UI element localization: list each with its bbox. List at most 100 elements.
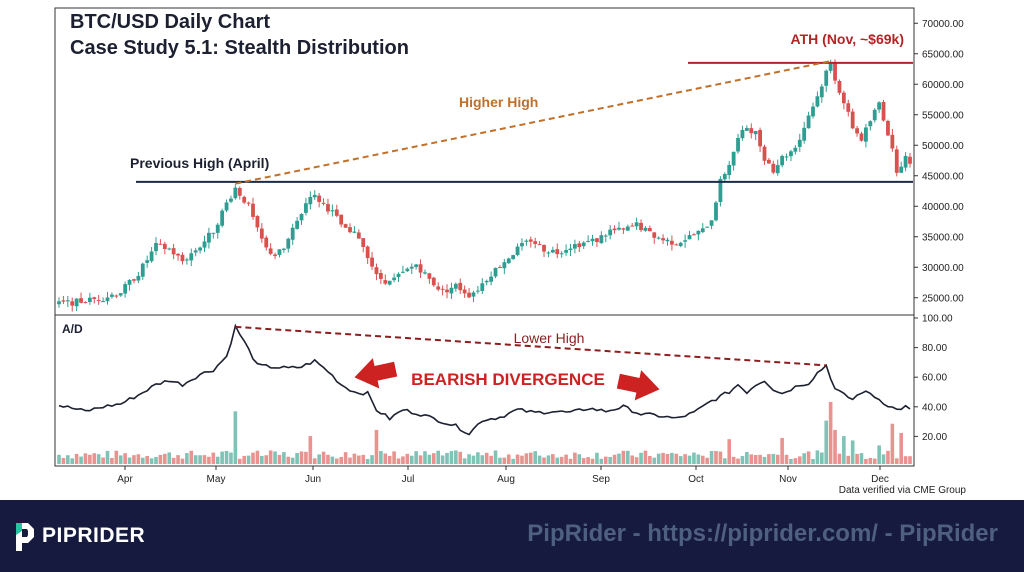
price-candle — [868, 121, 873, 127]
volume-bar — [670, 452, 674, 464]
volume-bar — [57, 454, 61, 464]
volume-bar — [211, 452, 216, 464]
volume-bar — [215, 456, 220, 464]
price-candle — [317, 195, 322, 202]
volume-bar — [502, 457, 507, 464]
price-candle — [520, 242, 524, 247]
volume-bar — [784, 454, 789, 464]
volume-bar — [753, 455, 758, 464]
price-candle — [427, 273, 432, 279]
ad-panel-label: A/D — [62, 322, 83, 336]
volume-bar — [740, 456, 745, 464]
arrow-left-icon — [354, 358, 398, 389]
volume-bar — [207, 456, 211, 464]
volume-bar — [520, 455, 524, 464]
volume-bar — [780, 437, 784, 464]
volume-bar — [229, 452, 233, 464]
volume-bar — [674, 453, 679, 464]
price-candle — [696, 230, 701, 235]
price-candle — [542, 244, 546, 252]
price-candle — [110, 294, 114, 297]
price-candle — [872, 109, 877, 121]
price-candle — [202, 241, 207, 248]
volume-bar — [864, 458, 868, 464]
volume-bar — [96, 454, 101, 464]
volume-bar — [630, 455, 635, 464]
price-candle — [361, 238, 366, 247]
price-candle — [149, 251, 154, 262]
volume-bar — [842, 436, 846, 464]
volume-bar — [868, 457, 873, 464]
footer-bar: PIPRIDER PipRider - https://piprider.com… — [0, 500, 1024, 572]
price-candle — [550, 249, 555, 253]
price-candle — [595, 238, 599, 242]
price-candle — [864, 127, 868, 142]
price-candle — [762, 146, 767, 161]
volume-bar — [374, 429, 379, 464]
price-candle — [220, 210, 225, 226]
volume-bar — [811, 459, 815, 464]
price-candle — [215, 224, 220, 233]
volume-bar — [551, 454, 555, 464]
plot-frame — [54, 7, 915, 467]
price-candle — [259, 228, 264, 239]
price-candle — [224, 202, 229, 211]
price-candle — [96, 299, 101, 301]
price-candle — [123, 284, 128, 294]
price-candle — [515, 246, 520, 256]
price-candle — [599, 235, 604, 244]
volume-bar — [383, 453, 388, 464]
price-candle — [824, 70, 829, 86]
price-candle — [669, 240, 674, 245]
volume-bar — [590, 458, 595, 464]
volume-bar — [304, 451, 308, 464]
x-tick-label: Nov — [779, 474, 797, 485]
volume-bar — [92, 453, 97, 464]
volume-bar — [189, 450, 194, 464]
price-candle — [537, 244, 542, 246]
volume-bar — [723, 458, 727, 464]
price-candle — [546, 252, 551, 254]
price-candle — [731, 151, 736, 166]
price-candle — [162, 243, 167, 249]
price-candle — [180, 254, 185, 262]
price-candle — [295, 220, 300, 229]
volume-bar — [299, 451, 304, 464]
price-candle — [140, 263, 145, 277]
price-candle — [886, 120, 890, 136]
price-y-tick-label: 60000.00 — [922, 80, 964, 91]
chart-title: BTC/USD Daily Chart — [70, 11, 271, 33]
volume-bar — [114, 450, 119, 464]
volume-bar — [405, 453, 410, 464]
volume-bar — [445, 452, 449, 464]
price-candle — [273, 254, 277, 257]
volume-bar — [277, 454, 282, 464]
price-candle — [665, 239, 670, 242]
price-candle — [903, 155, 908, 168]
volume-bar — [202, 455, 207, 464]
price-candle — [568, 248, 573, 251]
price-candle — [506, 258, 511, 264]
ath-label: ATH (Nov, ~$69k) — [791, 31, 904, 47]
price-candle — [652, 232, 657, 238]
x-tick-label: Jun — [305, 474, 321, 485]
arrow-right-icon — [616, 370, 660, 401]
higher-high-trendline — [235, 60, 831, 185]
price-candle — [736, 137, 740, 152]
price-candle — [700, 228, 705, 233]
price-candle — [687, 235, 692, 240]
price-candle — [502, 262, 507, 269]
price-candle — [330, 210, 335, 212]
price-candle — [378, 272, 383, 279]
price-candle — [233, 187, 238, 199]
volume-bar — [79, 456, 83, 464]
price-candle — [352, 231, 357, 233]
volume-bar — [83, 453, 88, 464]
chart-container: 25000.00 30000.00 35000.00 40000.00 45000.00… — [54, 7, 966, 496]
price-candle — [572, 244, 577, 249]
price-candle — [608, 229, 613, 236]
volume-bar — [308, 436, 313, 464]
volume-bar — [471, 455, 476, 464]
volume-bar — [595, 452, 599, 464]
price-candle — [586, 240, 591, 242]
